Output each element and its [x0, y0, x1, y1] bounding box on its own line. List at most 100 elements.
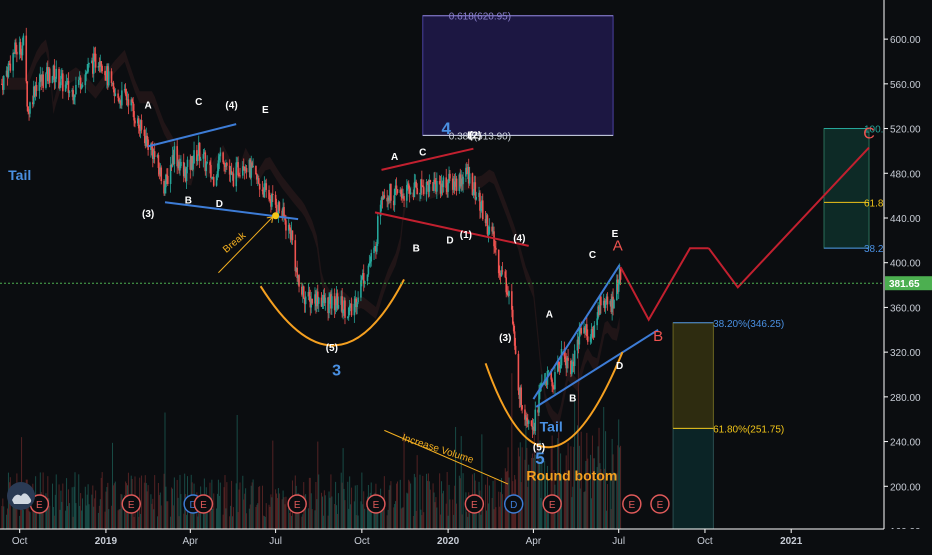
price-axis-bg	[884, 0, 932, 550]
candle	[441, 180, 444, 196]
candle	[263, 176, 266, 199]
candle-body	[145, 135, 148, 146]
candle	[270, 195, 272, 213]
volume-bar	[261, 485, 263, 529]
volume-bar	[368, 503, 370, 529]
candle-body	[160, 167, 163, 182]
candle	[388, 195, 390, 205]
candle-body	[93, 53, 96, 55]
volume-bar	[521, 447, 523, 529]
candle-body	[210, 165, 212, 178]
candle-body	[571, 364, 573, 375]
candle-body	[156, 155, 159, 158]
candle	[566, 355, 568, 373]
candle-body	[59, 85, 61, 89]
volume-bar	[222, 514, 224, 529]
candle	[366, 274, 369, 286]
candle-body	[19, 42, 22, 53]
candle-body	[369, 261, 372, 264]
candle	[74, 94, 76, 105]
event-marker-circle	[121, 494, 141, 514]
candle	[416, 183, 418, 195]
candle-body	[225, 162, 227, 168]
volume-bar	[51, 483, 53, 529]
candle-body	[117, 93, 119, 98]
volume-bar	[308, 477, 310, 529]
volume-bar	[344, 500, 346, 529]
candle	[513, 325, 516, 350]
candle-body	[321, 300, 324, 307]
candle-body	[239, 175, 241, 177]
candle	[157, 152, 160, 177]
candle-body	[550, 370, 553, 380]
candle-body	[381, 197, 384, 200]
trend-line	[147, 123, 237, 148]
break-marker	[272, 212, 280, 220]
candle	[250, 155, 253, 186]
volume-bar	[475, 503, 477, 529]
candle-body	[143, 129, 146, 136]
candle-body	[137, 118, 139, 124]
candle-body	[52, 65, 55, 77]
candle	[255, 165, 257, 175]
candle-body	[107, 66, 109, 86]
volume-bar	[8, 482, 10, 529]
candle	[60, 69, 62, 88]
volume-bar	[592, 458, 594, 529]
candle	[39, 66, 42, 88]
candle	[73, 94, 75, 105]
candle-body	[270, 199, 272, 207]
candle	[145, 127, 148, 148]
candle	[498, 265, 501, 280]
event-marker: E	[542, 494, 562, 514]
volume-bar	[466, 511, 468, 529]
candle-body	[199, 158, 202, 161]
candle	[204, 150, 207, 176]
candle	[478, 186, 480, 202]
candle-body	[334, 305, 337, 311]
volume-bar	[156, 516, 158, 529]
volume-bar	[62, 483, 64, 529]
candle-body	[251, 162, 253, 168]
candle-body	[243, 166, 246, 171]
volume-bar	[511, 373, 513, 529]
candle-body	[186, 159, 189, 167]
candle	[553, 384, 555, 390]
candle	[532, 418, 535, 435]
candle-body	[68, 91, 71, 93]
candle	[307, 283, 310, 301]
candle	[460, 170, 463, 192]
volume-bar	[340, 472, 342, 529]
candle	[64, 81, 67, 93]
volume-bar	[251, 482, 253, 529]
candle-body	[571, 361, 574, 365]
candle-body	[106, 66, 108, 81]
price-tick-label: 200.00	[890, 482, 921, 493]
volume-bar	[27, 495, 29, 529]
volume-bar	[309, 477, 311, 529]
candle-body	[357, 297, 359, 303]
candle-body	[94, 53, 97, 68]
candle	[361, 275, 363, 287]
candle	[166, 168, 168, 185]
volume-bar	[606, 510, 608, 529]
candle-body	[576, 339, 579, 351]
candle	[191, 156, 193, 172]
volume-bar	[113, 483, 115, 529]
candle-body	[368, 263, 371, 266]
volume-bar	[291, 515, 293, 529]
candle-body	[373, 247, 375, 254]
candle-body	[356, 302, 358, 308]
candle	[193, 141, 195, 164]
candle	[590, 323, 593, 344]
candle-body	[51, 76, 54, 83]
volume-bar	[146, 491, 148, 529]
candle-body	[274, 194, 277, 205]
candle	[322, 289, 325, 309]
volume-bar	[382, 497, 384, 529]
volume-bar	[570, 446, 572, 529]
volume-bar	[163, 473, 165, 529]
volume-bar	[400, 508, 402, 529]
